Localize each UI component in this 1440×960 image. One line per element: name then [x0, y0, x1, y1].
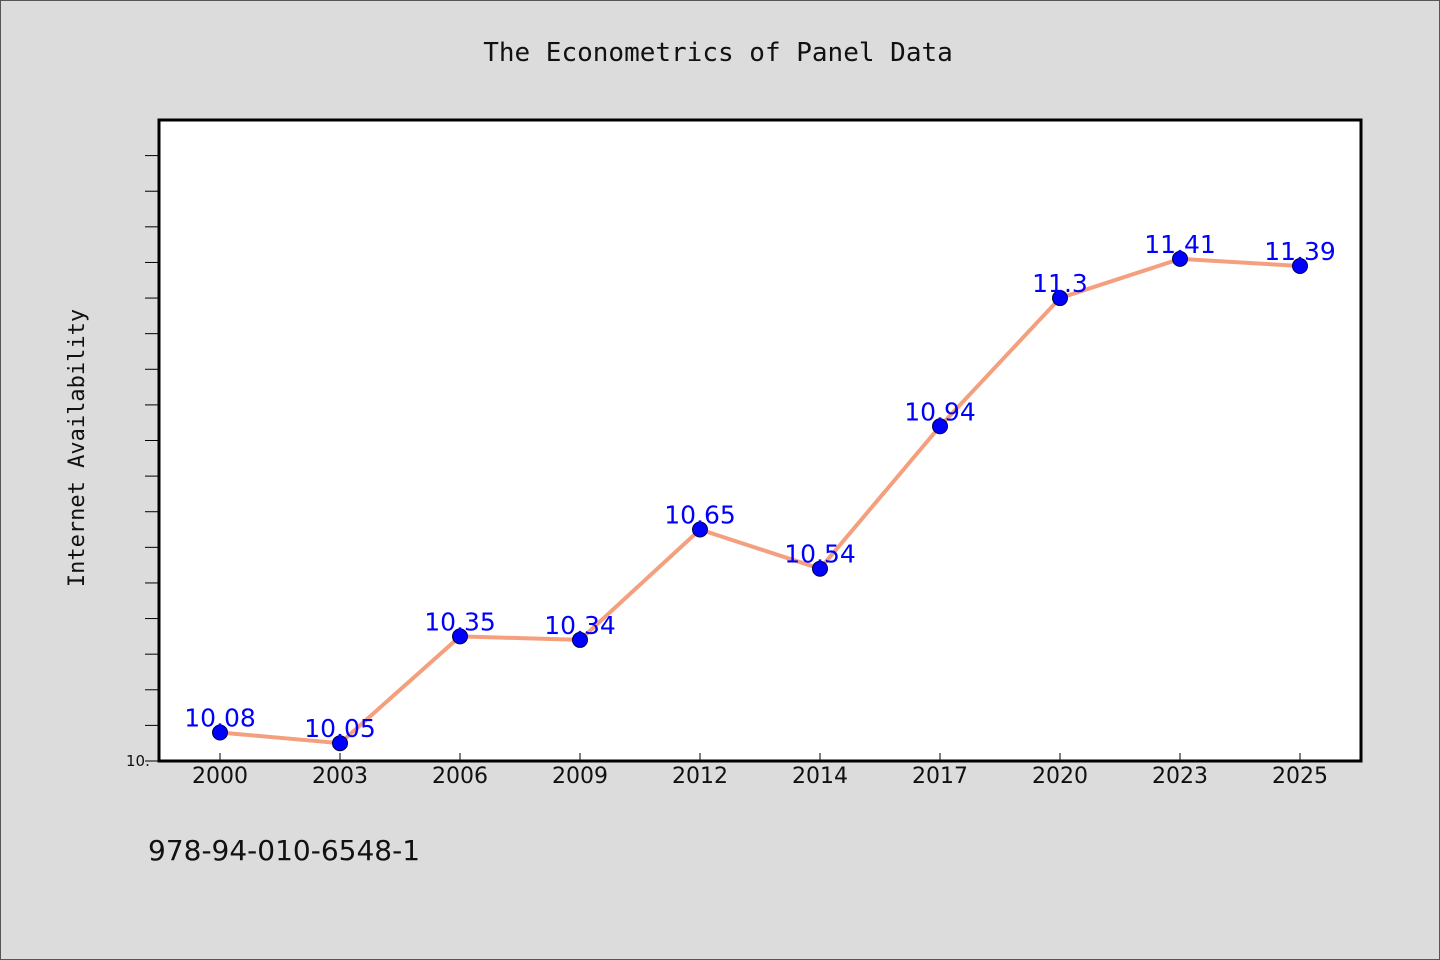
x-tick-label: 2025: [1272, 764, 1328, 789]
data-point: [452, 628, 468, 645]
series-line: [218, 256, 1302, 746]
data-label: 10.54: [784, 540, 856, 569]
x-tick-label: 2020: [1032, 764, 1088, 789]
data-point: [692, 521, 708, 538]
data-point: [572, 631, 588, 648]
y-tick-label: 10.: [126, 752, 150, 770]
data-label: 11.41: [1144, 230, 1216, 259]
data-point: [1172, 250, 1188, 267]
data-label: 11.39: [1264, 237, 1336, 266]
x-tick-label: 2003: [312, 764, 368, 789]
isbn-text: 978-94-010-6548-1: [148, 834, 421, 867]
y-axis-label: Internet Availability: [65, 309, 90, 587]
data-point: [212, 724, 228, 741]
x-tick-label: 2000: [192, 764, 248, 789]
x-tick-label: 2009: [552, 764, 608, 789]
data-point: [332, 735, 348, 752]
data-label: 10.94: [904, 397, 976, 426]
data-label: 10.08: [184, 704, 256, 733]
x-tick-label: 2006: [432, 764, 488, 789]
data-label: 10.65: [664, 501, 736, 530]
data-point: [1052, 290, 1068, 307]
data-label: 10.35: [424, 607, 496, 636]
data-point: [932, 418, 948, 435]
x-tick-label: 2017: [912, 764, 968, 789]
series-line-group: [218, 256, 1302, 746]
data-point: [812, 560, 828, 577]
data-label: 11.3: [1032, 269, 1088, 298]
x-tick-label: 2012: [672, 764, 728, 789]
x-tick-label: 2014: [792, 764, 848, 789]
y-axis-ticks: [145, 155, 159, 762]
data-label: 10.05: [304, 714, 376, 743]
plot-area: [157, 118, 1363, 763]
chart-title: The Econometrics of Panel Data: [483, 38, 953, 68]
x-axis-ticks: 2000 2003 2006 2009 2012 2014 2017 2020 2023 2025: [192, 753, 1328, 789]
x-tick-label: 2023: [1152, 764, 1208, 789]
data-point: [1292, 258, 1308, 275]
data-labels: 10.08 10.05 10.35 10.34 10.65 10.54 10.94 11.3 1…: [184, 230, 1336, 743]
data-markers: [212, 250, 1308, 752]
data-label: 10.34: [544, 611, 616, 640]
